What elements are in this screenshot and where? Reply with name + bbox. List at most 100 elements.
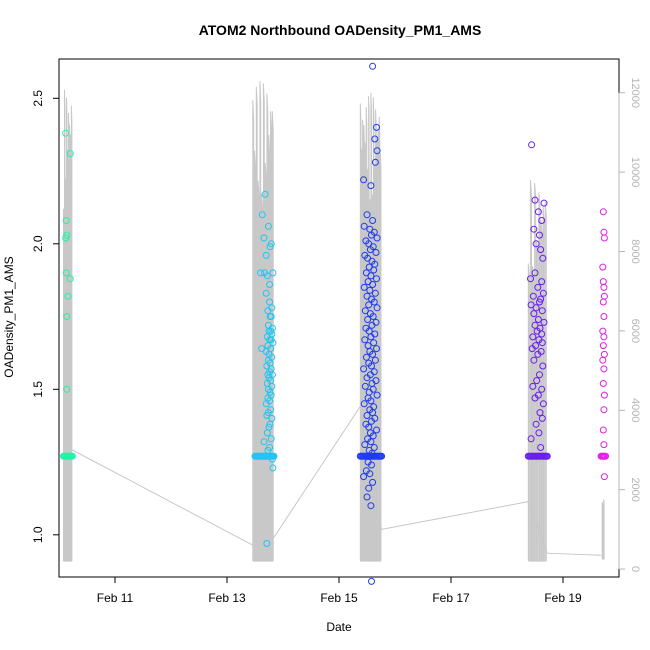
- data-point: [363, 211, 371, 219]
- data-point: [361, 336, 369, 344]
- data-point: [528, 345, 536, 353]
- data-point: [369, 478, 377, 486]
- gray-series-layer: [63, 80, 605, 562]
- y-right-tick-label: 8000: [629, 239, 641, 263]
- y-right-tick-label: 6000: [629, 319, 641, 343]
- data-point: [600, 441, 608, 449]
- data-point: [599, 356, 607, 364]
- data-point: [369, 350, 377, 358]
- data-point: [599, 426, 607, 434]
- data-point: [367, 397, 375, 405]
- data-point: [263, 272, 271, 280]
- data-point: [539, 289, 547, 297]
- data-point: [373, 426, 380, 434]
- data-point: [373, 147, 381, 155]
- data-point: [269, 464, 277, 472]
- data-point: [260, 438, 268, 446]
- data-point: [373, 275, 380, 283]
- data-point: [534, 316, 542, 323]
- data-point: [369, 281, 377, 288]
- y-left-tick-label: 1.5: [31, 381, 45, 398]
- data-point: [527, 435, 535, 443]
- data-point: [365, 484, 373, 492]
- data-point: [66, 150, 74, 158]
- data-point: [600, 350, 608, 358]
- y-right-tick-label: 10000: [629, 157, 641, 188]
- data-point: [368, 449, 376, 457]
- data-point: [539, 400, 547, 408]
- data-point: [369, 62, 377, 70]
- data-point: [368, 417, 375, 425]
- data-point: [262, 251, 270, 259]
- data-point: [364, 316, 372, 323]
- data-point: [371, 289, 379, 297]
- data-point: [366, 470, 374, 478]
- data-point: [360, 222, 368, 230]
- data-point: [263, 540, 271, 547]
- data-point: [531, 394, 539, 402]
- data-point: [370, 298, 378, 306]
- chart-title: ATOM2 Northbound OADensity_PM1_AMS: [199, 22, 482, 38]
- data-point: [264, 371, 272, 379]
- data-point: [366, 246, 374, 254]
- data-point: [538, 278, 546, 286]
- data-point: [365, 301, 373, 309]
- data-point: [363, 412, 371, 419]
- data-point: [367, 438, 375, 446]
- data-point: [537, 444, 545, 451]
- data-point: [529, 292, 537, 300]
- gray-series-line: [72, 404, 602, 556]
- data-point: [62, 234, 70, 242]
- x-tick-label: Feb 17: [432, 591, 470, 605]
- data-point: [532, 420, 540, 428]
- gray-burst: [63, 89, 73, 562]
- y-axis-label: OADensity_PM1_AMS: [2, 256, 16, 377]
- data-point: [538, 217, 546, 224]
- data-point: [62, 129, 70, 137]
- data-point: [369, 409, 377, 417]
- data-point: [536, 231, 543, 239]
- data-point: [527, 301, 535, 309]
- data-point: [373, 345, 380, 353]
- data-point: [367, 272, 375, 280]
- data-point: [264, 446, 272, 454]
- data-point: [263, 412, 271, 419]
- data-point: [368, 362, 375, 370]
- data-point: [268, 455, 276, 463]
- data-point: [531, 196, 539, 204]
- data-point: [535, 429, 543, 437]
- data-point: [63, 385, 71, 393]
- data-point: [367, 502, 375, 510]
- data-point: [530, 225, 538, 233]
- data-point: [360, 176, 368, 184]
- x-tick-label: Feb 19: [544, 591, 582, 605]
- data-point: [600, 406, 608, 414]
- data-point: [537, 246, 545, 254]
- y-left-tick-label: 2.5: [31, 90, 45, 107]
- gray-burst: [601, 499, 605, 560]
- data-point: [369, 217, 377, 224]
- data-point: [258, 211, 266, 219]
- data-point: [600, 333, 608, 341]
- data-point: [267, 313, 275, 320]
- data-point: [373, 304, 381, 312]
- data-point: [600, 292, 608, 300]
- data-point: [266, 281, 274, 288]
- data-point: [599, 327, 607, 335]
- data-point: [531, 321, 539, 329]
- data-point: [599, 208, 607, 216]
- data-point: [367, 333, 375, 341]
- data-point: [267, 435, 275, 443]
- data-point: [361, 441, 369, 449]
- y-right-tick-label: 0: [629, 566, 641, 572]
- data-point: [599, 298, 607, 306]
- data-point: [263, 429, 271, 437]
- data-point: [367, 182, 375, 190]
- data-point: [529, 382, 537, 390]
- data-point: [532, 304, 540, 312]
- data-point: [536, 409, 544, 417]
- data-point: [264, 307, 272, 315]
- data-point: [599, 380, 607, 387]
- data-point: [531, 269, 539, 277]
- data-point: [600, 365, 608, 373]
